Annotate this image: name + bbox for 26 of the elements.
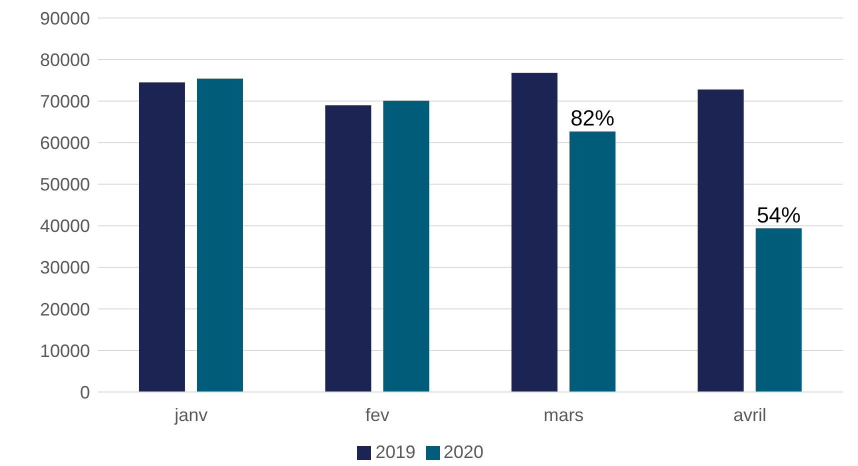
y-tick-label: 50000 xyxy=(40,174,90,195)
x-tick-label: avril xyxy=(733,404,766,425)
x-tick-label: fev xyxy=(365,404,390,425)
bar xyxy=(698,89,744,392)
y-tick-label: 10000 xyxy=(40,340,90,361)
y-tick-label: 70000 xyxy=(40,92,90,112)
x-tick-label: mars xyxy=(544,404,584,425)
y-tick-label: 80000 xyxy=(40,50,90,70)
y-tick-label: 40000 xyxy=(40,216,90,236)
bar xyxy=(383,100,430,392)
bar xyxy=(325,105,372,392)
y-tick-label: 60000 xyxy=(40,133,90,154)
bar xyxy=(756,228,802,392)
y-tick-label: 20000 xyxy=(40,299,90,320)
y-tick-label: 0 xyxy=(80,382,90,402)
bar xyxy=(196,78,243,392)
annotation: 54% xyxy=(756,202,801,228)
y-tick-label: 90000 xyxy=(40,8,90,28)
y-tick-label: 30000 xyxy=(40,258,90,278)
bar xyxy=(138,82,185,392)
annotation: 82% xyxy=(570,105,614,130)
x-tick-label: janv xyxy=(174,404,208,425)
legend-label: 2019 xyxy=(375,442,416,462)
bar xyxy=(569,131,616,392)
legend-label: 2020 xyxy=(444,442,484,462)
bar xyxy=(511,72,558,392)
